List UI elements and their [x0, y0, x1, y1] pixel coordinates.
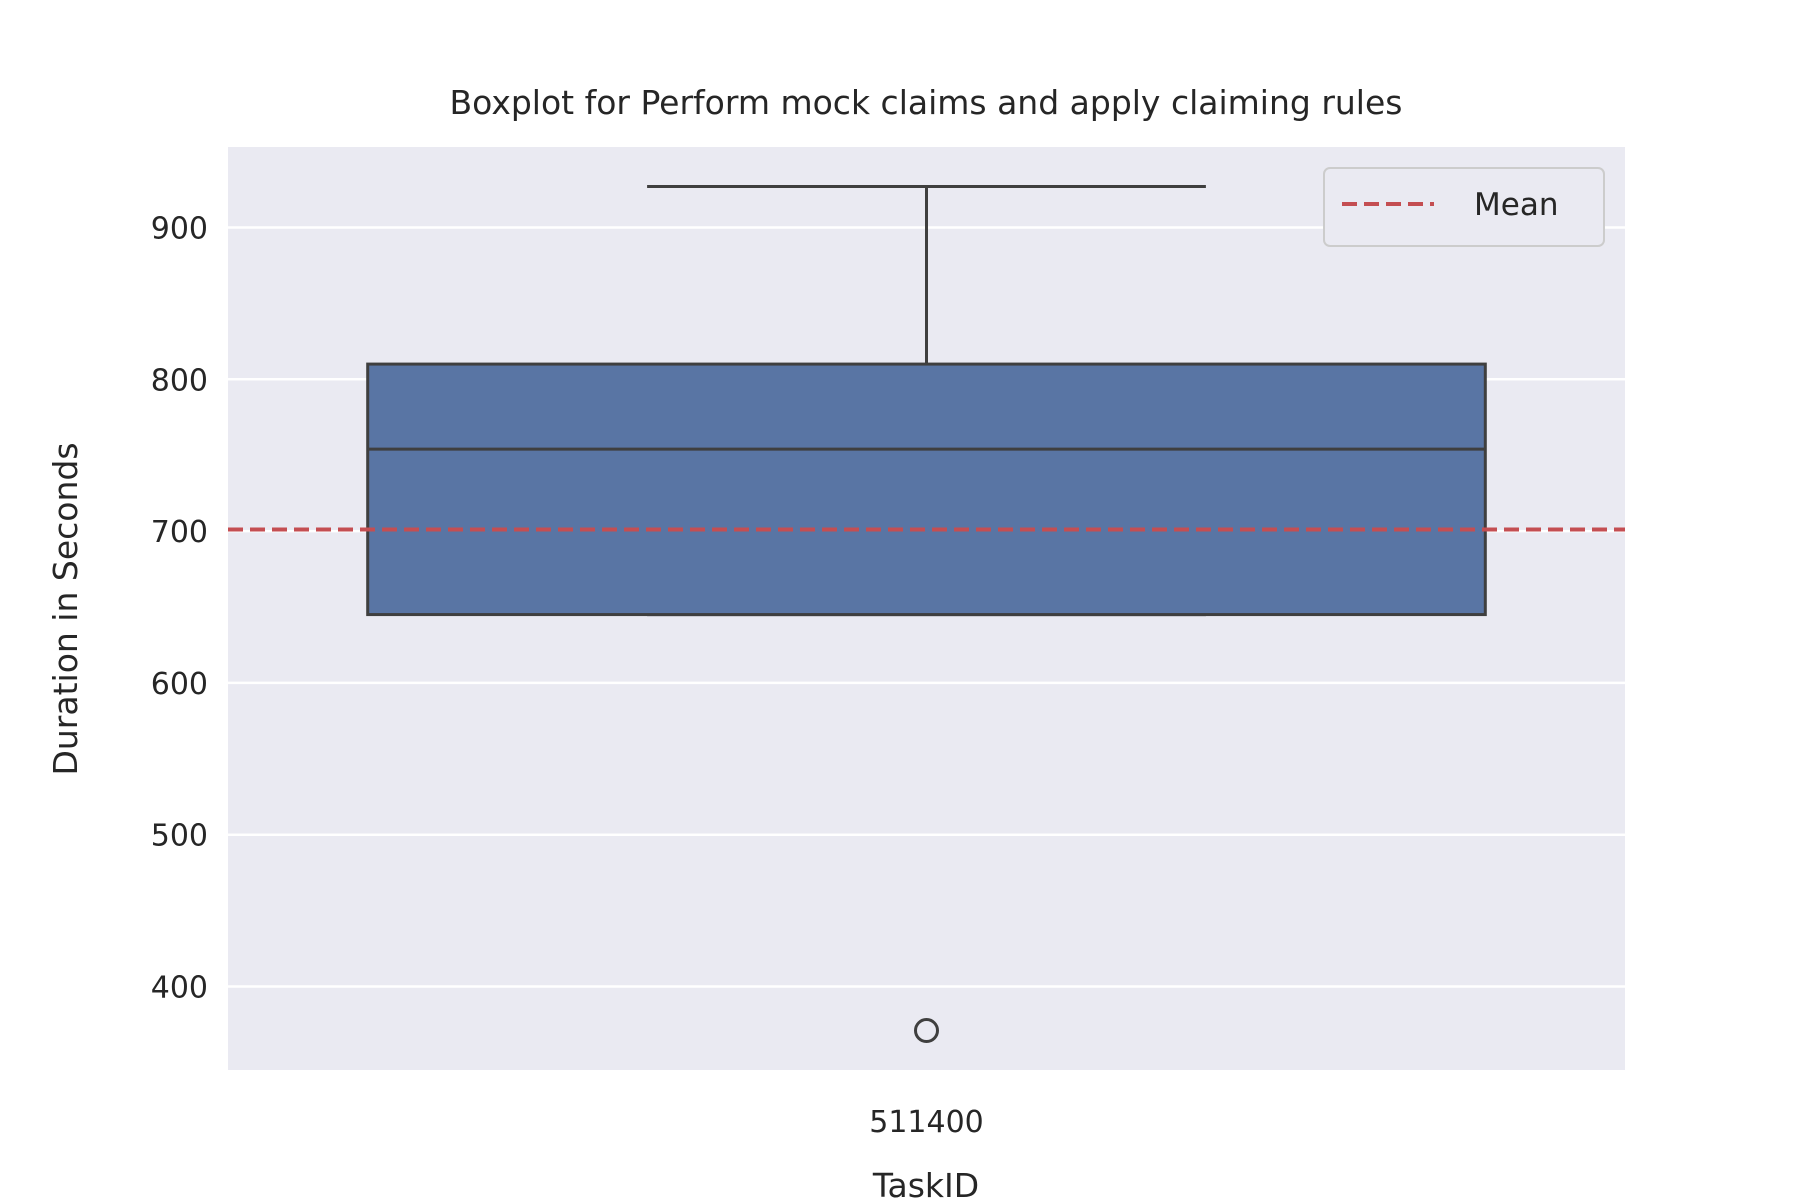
legend: Mean	[1323, 167, 1605, 247]
chart-title: Boxplot for Perform mock claims and appl…	[450, 83, 1403, 122]
legend-box	[1323, 167, 1605, 247]
y-tick-800: 800	[151, 363, 208, 398]
x-tick-labels: 511400	[869, 1105, 984, 1140]
x-axis-label: TaskID	[872, 1166, 979, 1200]
y-axis-label: Duration in Seconds	[46, 442, 85, 775]
y-tick-600: 600	[151, 667, 208, 702]
x-tick-511400: 511400	[869, 1105, 984, 1140]
y-tick-labels: 400 500 600 700 800 900	[151, 211, 208, 1005]
box-511400	[366, 362, 1487, 617]
outlier-point-511400-0	[914, 1018, 939, 1044]
legend-mean-label: Mean	[1474, 187, 1558, 223]
y-tick-400: 400	[151, 971, 208, 1006]
box-series	[366, 184, 1487, 1044]
y-tick-700: 700	[151, 515, 208, 550]
y-tick-500: 500	[151, 819, 208, 854]
y-tick-900: 900	[151, 211, 208, 246]
